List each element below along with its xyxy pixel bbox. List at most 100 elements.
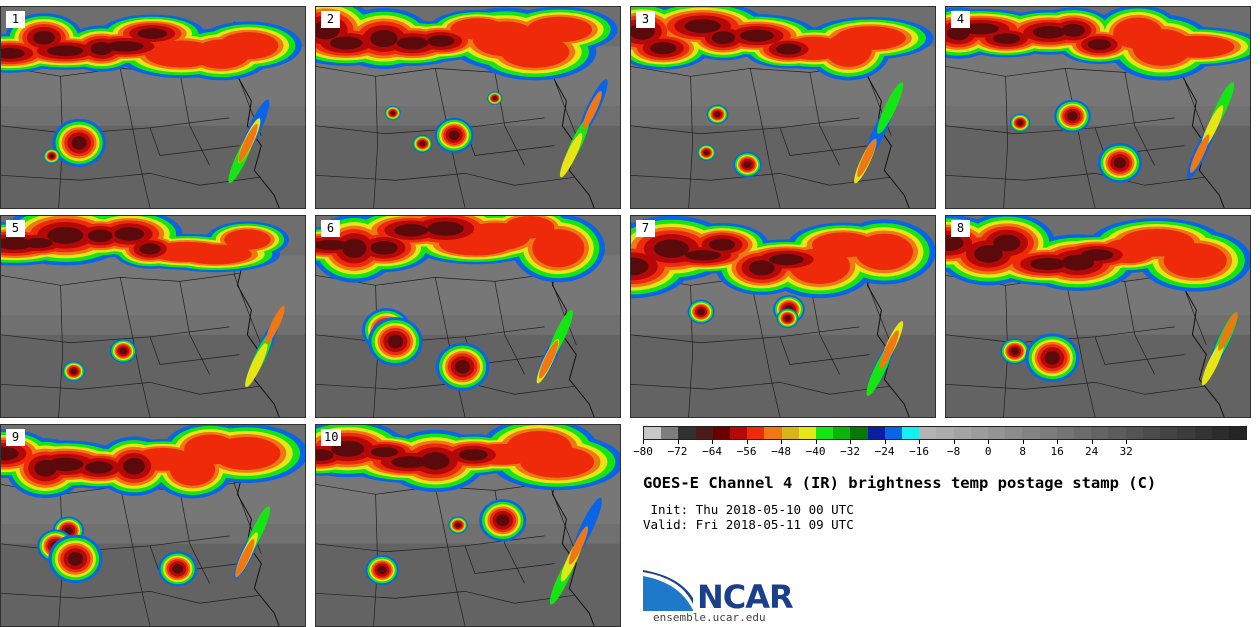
colorbar-cell	[1160, 427, 1178, 439]
logo-name: NCAR	[697, 578, 794, 616]
tick-mark	[677, 440, 679, 444]
panel-map	[1, 216, 305, 417]
panel-map	[316, 216, 620, 417]
cloud-top	[1080, 249, 1114, 261]
panel-label: 9	[6, 429, 25, 446]
state-border	[1, 326, 230, 344]
coastal-cloud	[539, 340, 559, 379]
state-border	[1064, 68, 1096, 208]
state-border	[58, 285, 63, 417]
colorbar-cell	[1022, 427, 1040, 439]
colorbar-cell	[730, 427, 748, 439]
cloud-top	[650, 42, 677, 55]
coastal-cloud	[245, 342, 268, 388]
cloud-top	[459, 449, 488, 461]
colorbar-cell	[902, 427, 920, 439]
cloud-top	[370, 446, 398, 458]
tick-label: −72	[667, 445, 688, 458]
panel-7: 7	[630, 215, 936, 418]
map-background	[1, 255, 305, 335]
coastal-cloud	[1218, 312, 1238, 351]
colorbar-cell	[678, 427, 696, 439]
convective-cell	[390, 111, 396, 116]
cloud-top	[993, 234, 1021, 252]
state-border	[779, 336, 870, 365]
panel-map	[946, 7, 1250, 208]
tick-label: 32	[1119, 445, 1133, 458]
tick-mark	[1126, 440, 1128, 444]
cloud-top	[316, 449, 334, 461]
panel-label: 8	[951, 220, 970, 237]
colorbar-cell	[644, 427, 662, 439]
cloud-top	[1087, 39, 1111, 50]
colorbar-cell	[1074, 427, 1092, 439]
panel-map	[946, 216, 1250, 417]
cloud-top	[224, 229, 271, 250]
coastal-cloud	[568, 526, 589, 565]
cloud-top	[709, 238, 736, 251]
panel-9: 9	[0, 424, 306, 627]
state-border	[1, 172, 260, 186]
state-border	[688, 76, 693, 208]
convective-cell	[1010, 347, 1019, 355]
cloud-top	[527, 16, 593, 43]
colorbar-cell	[1039, 427, 1057, 439]
cloud-top	[342, 238, 367, 258]
colorbar-cell	[712, 427, 731, 439]
colorbar-ticks: −80 −72 −64 −56 −48 −40 −32 −24 −16 −8 0 8 16 24 32	[633, 440, 1247, 458]
cloud-top	[114, 227, 145, 241]
cloud-top	[139, 243, 161, 255]
state-border	[809, 281, 840, 375]
state-border	[946, 172, 1205, 186]
convective-cell	[172, 563, 184, 574]
colorbar-cell	[1125, 427, 1143, 439]
colorbar-cell	[970, 427, 989, 439]
convective-cell	[70, 368, 77, 375]
cloud-top	[316, 239, 349, 251]
cloud-top	[218, 32, 279, 60]
cloud-top	[47, 45, 84, 57]
colorbar-cell	[1194, 427, 1212, 439]
state-border	[946, 381, 1205, 395]
tick-label: −40	[805, 445, 826, 458]
tick-mark	[988, 440, 990, 444]
cloud-top	[211, 436, 281, 470]
colorbar-cell	[833, 427, 851, 439]
cloud-top	[961, 23, 999, 35]
state-border	[1094, 336, 1185, 365]
cloud-top	[631, 257, 649, 276]
panel-1: 1	[0, 6, 306, 209]
tick-mark	[781, 440, 783, 444]
colorbar-cell	[988, 427, 1006, 439]
state-border	[809, 72, 840, 166]
state-border	[179, 281, 210, 375]
colorbar-cell	[1091, 427, 1109, 439]
colorbar-cell	[1005, 427, 1023, 439]
cloud-top	[87, 229, 113, 242]
convective-cell	[1044, 350, 1060, 365]
panel-label: 3	[636, 11, 655, 28]
cloud-top	[370, 240, 398, 255]
colorbar-cell	[919, 427, 937, 439]
state-border	[316, 590, 575, 604]
colorbar-cell	[661, 427, 679, 439]
convective-cell	[703, 150, 709, 155]
state-border	[1, 535, 230, 553]
map-background	[946, 315, 1250, 417]
tick-mark	[712, 440, 714, 444]
state-border	[631, 326, 860, 344]
cloud-top	[105, 41, 144, 52]
state-border	[631, 172, 890, 186]
panel-6: 6	[315, 215, 621, 418]
state-border	[631, 117, 860, 135]
colorbar-cell	[1108, 427, 1126, 439]
cloud-top	[748, 260, 775, 276]
tick-mark	[746, 440, 748, 444]
coastal-cloud	[857, 138, 877, 178]
cloud-top	[775, 43, 802, 55]
cloud-top	[992, 33, 1021, 44]
colorbar-cell	[781, 427, 799, 439]
cloud-top	[855, 233, 914, 271]
tick-label: −8	[947, 445, 961, 458]
cloud-top	[946, 235, 964, 251]
